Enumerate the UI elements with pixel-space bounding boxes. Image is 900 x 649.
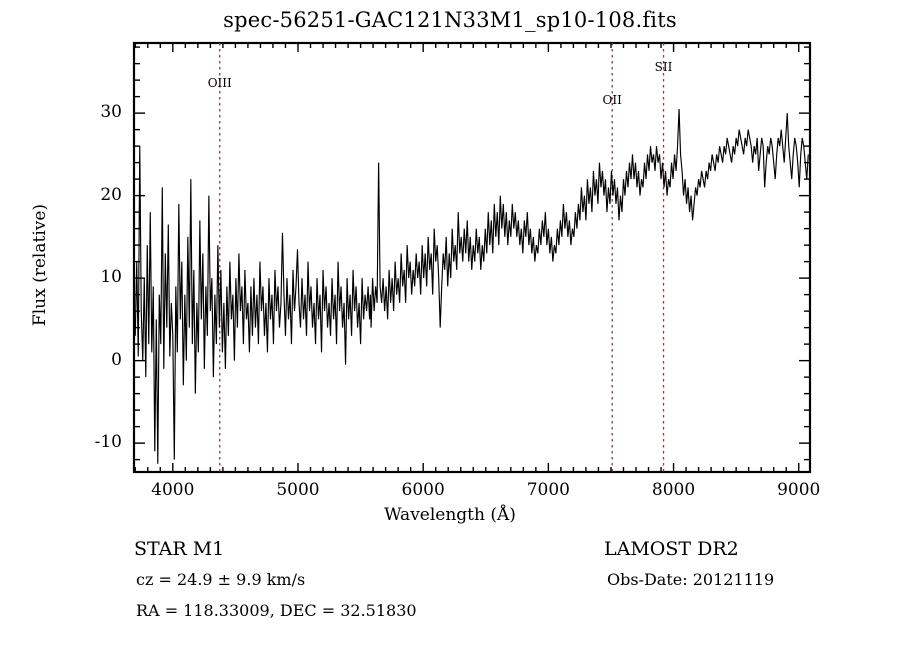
footer-survey: LAMOST DR2 bbox=[604, 538, 739, 560]
footer-object-type: STAR M1 bbox=[134, 538, 225, 560]
spectrum-trace bbox=[134, 108, 809, 464]
plot-frame bbox=[132, 41, 812, 474]
line-markers bbox=[219, 43, 665, 472]
x-tick-label: 6000 bbox=[401, 480, 445, 500]
line-marker-label-sii: SII bbox=[654, 59, 673, 74]
x-tick-label: 7000 bbox=[526, 480, 570, 500]
y-axis-label: Flux (relative) bbox=[30, 203, 50, 327]
y-tick-label: -10 bbox=[94, 432, 122, 453]
footer-obs-date: Obs-Date: 20121119 bbox=[607, 570, 775, 589]
footer-coords: RA = 118.33009, DEC = 32.51830 bbox=[136, 601, 417, 620]
axis-ticks bbox=[134, 43, 810, 472]
y-tick-label: 30 bbox=[100, 102, 122, 123]
x-axis-label: Wavelength (Å) bbox=[384, 505, 516, 525]
footer-cz: cz = 24.9 ± 9.9 km/s bbox=[136, 570, 306, 589]
x-tick-label: 8000 bbox=[651, 480, 696, 500]
page-title: spec-56251-GAC121N33M1_sp10-108.fits bbox=[223, 8, 677, 32]
x-tick-label: 9000 bbox=[777, 480, 821, 500]
line-marker-label-oii: OII bbox=[602, 92, 622, 107]
y-tick-label: 20 bbox=[100, 184, 122, 205]
x-tick-label: 5000 bbox=[276, 480, 320, 500]
x-tick-label: 4000 bbox=[151, 480, 195, 500]
line-marker-label-oiii: OIII bbox=[207, 76, 232, 91]
y-tick-label: 0 bbox=[111, 349, 122, 370]
y-tick-label: 10 bbox=[100, 267, 122, 288]
spectrum-line bbox=[134, 108, 809, 464]
